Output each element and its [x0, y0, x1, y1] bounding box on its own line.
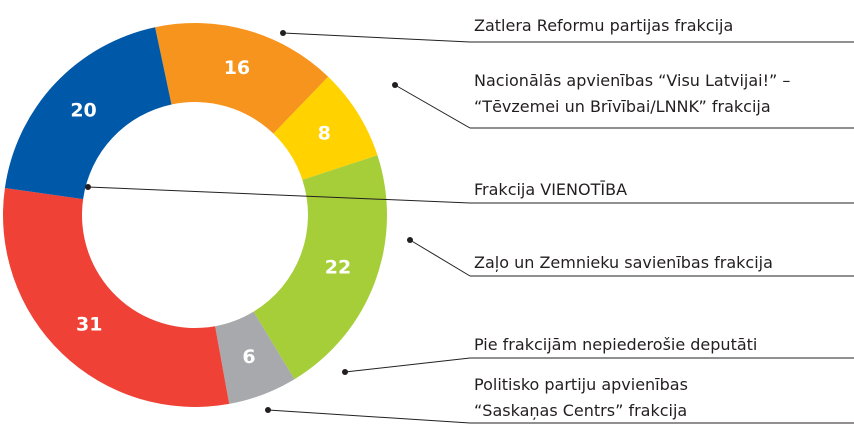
- leader-line: [267, 409, 471, 424]
- legend-label: Nacionālās apvienības “Visu Latvijai!” –: [474, 71, 790, 90]
- legend-label: Zaļo un Zemnieku savienības frakcija: [474, 253, 773, 272]
- donut-segment: [253, 155, 388, 380]
- legend-label: Zatlera Reformu partijas frakcija: [474, 16, 733, 35]
- donut-segment: [215, 311, 295, 404]
- legend-label: Politisko partiju apvienības: [474, 375, 688, 394]
- donut-segment: [4, 27, 172, 200]
- leader-line: [282, 32, 471, 43]
- leader-dot: [280, 30, 286, 36]
- value-label: 20: [70, 99, 96, 121]
- leader-dot: [407, 237, 413, 243]
- leader-dot: [85, 184, 91, 190]
- leader-line: [394, 84, 471, 129]
- legend-label: Frakcija VIENOTĪBA: [474, 180, 627, 199]
- leader-line: [344, 357, 471, 373]
- leader-dot: [342, 369, 348, 375]
- donut-segment: [273, 76, 378, 180]
- donut-segment: [155, 22, 329, 134]
- leader-dot: [392, 82, 398, 88]
- leader-line: [409, 239, 471, 277]
- value-label: 6: [242, 346, 255, 368]
- legend-label: Pie frakcijām nepiederošie deputāti: [474, 335, 757, 354]
- donut-segment: [2, 187, 230, 407]
- value-label: 8: [318, 122, 331, 144]
- value-label: 16: [224, 57, 250, 79]
- value-label: 31: [76, 313, 102, 335]
- leader-line: [87, 186, 471, 204]
- value-label: 22: [325, 256, 351, 278]
- legend-label: “Saskaņas Centrs” frakcija: [474, 401, 687, 420]
- legend-label: “Tēvzemei un Brīvībai/LNNK” frakcija: [474, 97, 771, 116]
- leader-dot: [265, 407, 271, 413]
